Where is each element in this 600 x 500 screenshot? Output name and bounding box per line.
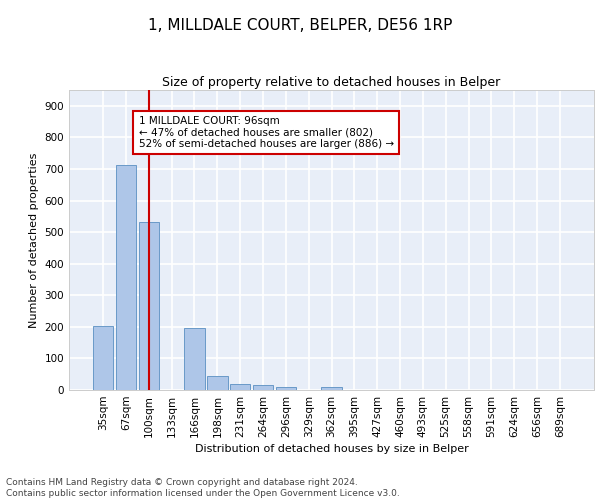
Bar xyxy=(139,222,159,390)
Bar xyxy=(253,386,273,390)
Bar xyxy=(275,387,296,390)
Bar xyxy=(321,388,342,390)
Text: 1 MILLDALE COURT: 96sqm
← 47% of detached houses are smaller (802)
52% of semi-d: 1 MILLDALE COURT: 96sqm ← 47% of detache… xyxy=(139,116,394,149)
Bar xyxy=(116,164,136,390)
Bar xyxy=(207,376,227,390)
Text: Contains HM Land Registry data © Crown copyright and database right 2024.
Contai: Contains HM Land Registry data © Crown c… xyxy=(6,478,400,498)
Title: Size of property relative to detached houses in Belper: Size of property relative to detached ho… xyxy=(163,76,500,89)
Text: 1, MILLDALE COURT, BELPER, DE56 1RP: 1, MILLDALE COURT, BELPER, DE56 1RP xyxy=(148,18,452,32)
Y-axis label: Number of detached properties: Number of detached properties xyxy=(29,152,39,328)
Bar xyxy=(184,328,205,390)
Bar xyxy=(230,384,250,390)
Bar xyxy=(93,326,113,390)
X-axis label: Distribution of detached houses by size in Belper: Distribution of detached houses by size … xyxy=(194,444,469,454)
